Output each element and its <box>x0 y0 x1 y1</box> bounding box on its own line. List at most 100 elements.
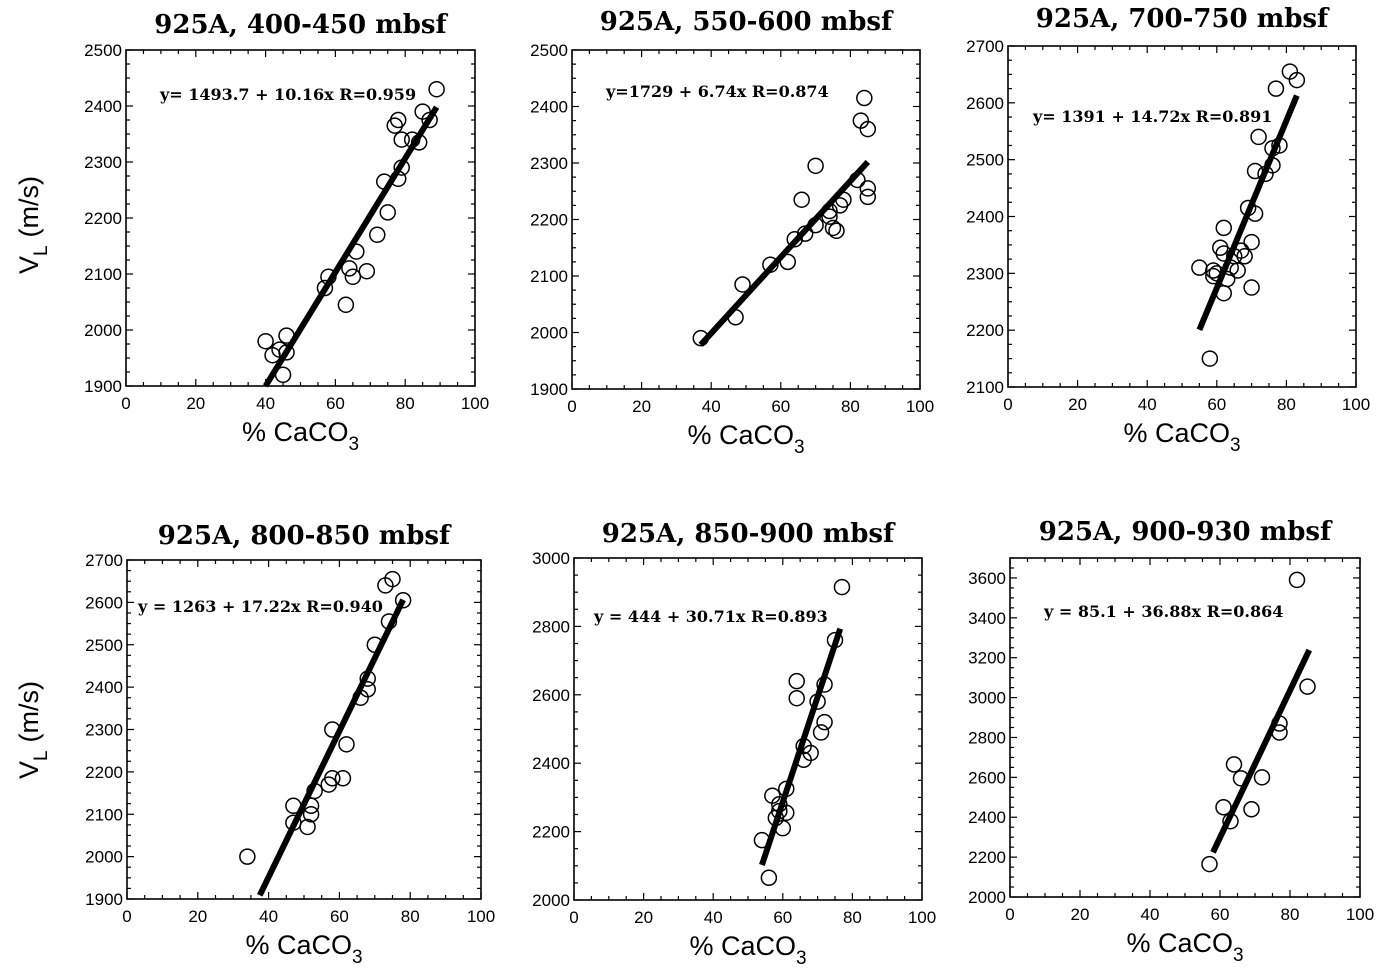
chart-5-y-tick-label: 2200 <box>532 823 570 842</box>
chart-2-data-point <box>859 188 877 206</box>
chart-1-data-point <box>278 344 295 361</box>
chart-2-data-point <box>859 180 877 197</box>
chart-4-y-tick-label: 2400 <box>85 678 123 697</box>
chart-5-data-point <box>802 744 819 762</box>
chart-5-x-tick-label: 40 <box>704 908 723 927</box>
chart-6-data-point <box>1215 799 1232 816</box>
chart-6-data-point <box>1243 801 1260 818</box>
chart-3-data-point <box>1246 205 1264 222</box>
chart-3-data-point <box>1236 248 1253 265</box>
chart-2-x-axis-label-sub: 3 <box>794 437 805 458</box>
chart-3-y-tick-label: 2700 <box>966 37 1004 56</box>
chart-1-title: 925A, 400-450 mbsf <box>154 10 448 40</box>
chart-3-plot-frame <box>1007 45 1357 388</box>
chart-1-x-tick-label: 40 <box>256 394 275 413</box>
chart-3-x-axis-label-sub: 3 <box>1230 435 1241 456</box>
chart-3-data-point <box>1271 137 1288 154</box>
chart-5-data-point <box>774 819 792 837</box>
chart-4-data-point <box>324 721 341 738</box>
y-axis-label-top: VL(m/s) <box>14 176 52 274</box>
chart-6-data-point <box>1225 756 1243 773</box>
chart-6-x-tick-label: 100 <box>1346 905 1374 924</box>
chart-6-data-point <box>1232 770 1250 787</box>
chart-5-y-tick-label: 3000 <box>532 549 570 568</box>
chart-3-data-point <box>1246 162 1264 180</box>
chart-3-x-tick-label: 0 <box>1003 395 1012 414</box>
chart-4-data-point <box>299 818 316 836</box>
chart-2-y-tick-label: 2100 <box>530 267 568 286</box>
chart-1-y-tick-label: 2200 <box>84 209 122 228</box>
chart-4-y-tick-label: 2000 <box>85 848 123 867</box>
chart-2-data-point <box>824 219 842 237</box>
chart-2-x-axis-label-main: % CaCO <box>687 420 794 450</box>
chart-4-x-axis-label-main: % CaCO <box>245 930 352 960</box>
chart-6-y-tick-label: 2200 <box>968 848 1006 867</box>
chart-1-data-point <box>274 366 292 384</box>
chart-1-x-axis-label-main: % CaCO <box>242 417 349 447</box>
chart-1-x-tick-label: 100 <box>461 394 489 413</box>
chart-2-data-point <box>692 329 710 347</box>
chart-4-x-axis-label-sub: 3 <box>352 947 363 968</box>
chart-6-data-point <box>1288 571 1306 589</box>
chart-6-x-tick-label: 60 <box>1211 905 1230 924</box>
chart-4-regression-line <box>257 598 406 897</box>
chart-4-x-tick-label: 60 <box>330 907 349 926</box>
chart-5-data-point <box>816 713 833 731</box>
chart-5-data-point <box>812 724 830 741</box>
chart-4-data-point <box>306 782 323 800</box>
chart-1-data-point <box>393 159 410 176</box>
chart-2-data-point <box>835 191 852 208</box>
chart-2-data-point <box>807 216 824 234</box>
chart-2-data-point <box>786 231 803 248</box>
chart-3-data-point <box>1250 128 1267 146</box>
chart-6-data-point <box>1271 715 1288 732</box>
chart-6-y-tick-label: 2000 <box>968 888 1006 907</box>
chart-1-y-tick-label: 2300 <box>84 153 122 172</box>
chart-2-y-tick-label: 2000 <box>530 324 568 343</box>
chart-4-y-tick-label: 2100 <box>85 805 123 824</box>
chart-3-data-point <box>1201 350 1219 367</box>
chart-5-data-point <box>833 578 851 596</box>
chart-4-title: 925A, 800-850 mbsf <box>158 521 452 551</box>
chart-5-x-tick-label: 80 <box>843 908 862 927</box>
chart-4-data-point <box>324 769 341 787</box>
chart-3-data-point <box>1208 265 1226 282</box>
chart-3-x-tick-label: 60 <box>1207 395 1226 414</box>
chart-2-data-point <box>734 276 751 293</box>
chart-2-data-point <box>793 191 810 208</box>
chart-3-data-point <box>1191 259 1208 276</box>
chart-6-equation: y = 85.1 + 36.88x R=0.864 <box>1043 602 1283 621</box>
chart-6-data-point <box>1271 724 1288 741</box>
chart-2-data-point <box>859 120 877 138</box>
chart-4-data-point <box>394 592 412 609</box>
chart-1-y-tick-label: 2100 <box>84 265 122 284</box>
chart-4-data-point <box>334 769 352 787</box>
chart-3-data-point <box>1215 245 1233 262</box>
chart-5-data-point <box>826 631 844 649</box>
chart-1-data-point <box>344 268 362 286</box>
chart-6-x-axis-label-main: % CaCO <box>1126 928 1233 958</box>
chart-5-x-tick-label: 20 <box>634 908 653 927</box>
chart-2-equation: y=1729 + 6.74x R=0.874 <box>605 82 829 101</box>
chart-4-x-axis-label: % CaCO3 <box>245 930 362 968</box>
chart-3-data-point <box>1229 262 1246 279</box>
chart-3-data-point <box>1264 140 1281 157</box>
chart-2-data-point <box>821 202 838 220</box>
chart-3-data-point <box>1264 157 1281 174</box>
chart-3-data-point <box>1215 219 1233 237</box>
chart-4-x-tick-label: 100 <box>467 907 495 926</box>
chart-3-data-point <box>1243 233 1260 251</box>
chart-2-y-tick-label: 2500 <box>530 41 568 60</box>
chart-5-x-tick-label: 60 <box>773 908 792 927</box>
chart-4-data-point <box>239 848 256 865</box>
chart-5-data-point <box>760 869 778 887</box>
chart-2-data-point <box>856 89 873 107</box>
chart-2-data-point <box>762 256 779 273</box>
chart-2-data-point <box>779 253 797 271</box>
chart-4-data-point <box>359 670 376 687</box>
chart-4-data-point <box>285 797 302 815</box>
chart-2-title: 925A, 550-600 mbsf <box>600 7 894 37</box>
chart-3-data-point <box>1215 284 1233 302</box>
chart-5-title: 925A, 850-900 mbsf <box>602 519 896 549</box>
chart-2-x-tick-label: 0 <box>567 397 576 416</box>
